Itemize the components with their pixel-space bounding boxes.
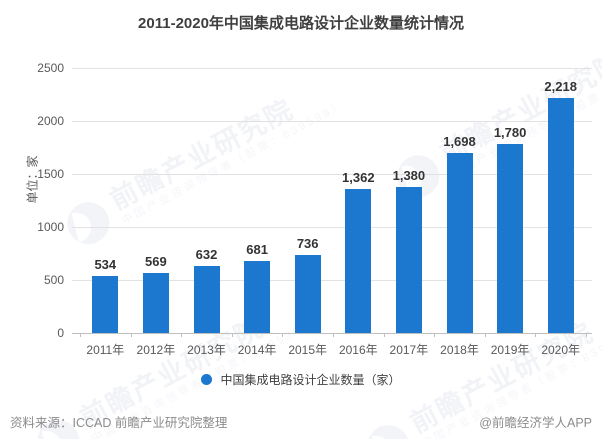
gridline	[72, 68, 592, 69]
bar-value-label: 681	[246, 241, 268, 257]
x-category-label: 2019年	[490, 343, 530, 357]
y-tick-label: 2500	[37, 61, 64, 75]
chart-title: 2011-2020年中国集成电路设计企业数量统计情况	[138, 15, 464, 32]
x-axis-tick	[586, 333, 587, 337]
x-category-label: 2012年	[136, 343, 176, 357]
x-axis-tick	[333, 333, 334, 337]
y-tick-label: 500	[43, 273, 64, 287]
x-category-label: 2020年	[541, 343, 581, 357]
x-axis-tick	[130, 333, 132, 337]
bar-2011年	[92, 276, 119, 333]
x-axis-tick	[80, 333, 81, 337]
x-category-label: 2017年	[389, 343, 429, 357]
bar-value-label: 1,780	[493, 125, 527, 141]
x-axis-line	[72, 333, 592, 334]
x-category-label: 2016年	[338, 343, 378, 357]
y-tick-label: 2000	[37, 114, 64, 128]
legend-marker-icon	[201, 374, 213, 385]
bar-2014年	[244, 260, 271, 333]
source-note: 资料来源：ICCAD 前瞻产业研究院整理	[10, 416, 228, 430]
credit-note: @前瞻经济学人APP	[479, 416, 592, 430]
x-axis-tick	[535, 333, 537, 337]
footer: 资料来源：ICCAD 前瞻产业研究院整理 @前瞻经济学人APP	[0, 412, 602, 431]
bar-2016年	[345, 188, 372, 333]
y-tick-label: 1000	[37, 220, 64, 234]
x-axis-tick	[484, 333, 486, 337]
bar-2018年	[446, 153, 473, 333]
bar-2013年	[193, 266, 220, 333]
bar-2020年	[547, 97, 574, 333]
gridline	[72, 121, 592, 122]
x-axis-tick	[383, 333, 385, 337]
bar-value-label: 1,362	[342, 169, 375, 185]
y-tick-label: 0	[57, 326, 64, 340]
x-axis-tick	[231, 333, 233, 337]
legend: 中国集成电路设计企业数量（家）	[0, 371, 602, 388]
bar-value-label: 1,380	[392, 167, 426, 183]
bar-2015年	[294, 254, 321, 333]
bar-value-label: 736	[296, 235, 319, 251]
bar-value-label: 569	[145, 253, 167, 269]
x-axis-tick	[181, 333, 183, 337]
x-category-label: 2018年	[440, 343, 479, 357]
y-tick-label: 1500	[37, 167, 64, 181]
bar-2019年	[497, 144, 524, 333]
x-axis-tick	[434, 333, 436, 337]
x-axis-tick	[282, 333, 284, 337]
x-category-label: 2015年	[288, 343, 328, 357]
x-category-label: 2014年	[237, 343, 277, 357]
bar-value-label: 534	[94, 257, 117, 273]
gridline	[72, 174, 592, 175]
x-category-label: 2013年	[187, 343, 226, 357]
gridline	[72, 227, 592, 228]
bar-2017年	[395, 186, 422, 333]
x-category-label: 2011年	[86, 343, 125, 357]
gridline	[72, 280, 592, 281]
bar-2012年	[142, 272, 169, 333]
bar-value-label: 632	[195, 247, 218, 262]
legend-label: 中国集成电路设计企业数量（家）	[220, 373, 401, 387]
bar-value-label: 1,698	[443, 134, 476, 149]
bar-value-label: 2,218	[544, 78, 577, 94]
